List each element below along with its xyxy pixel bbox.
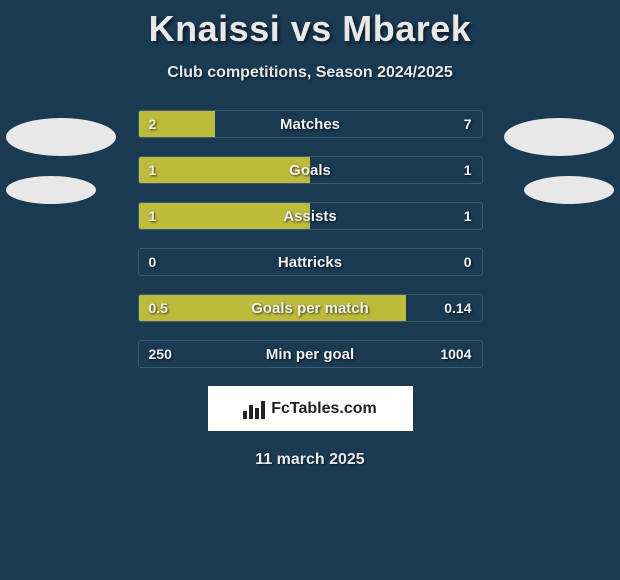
fctables-logo: FcTables.com bbox=[208, 386, 413, 431]
stat-label: Hattricks bbox=[139, 249, 482, 275]
stat-value-right: 1 bbox=[454, 203, 482, 229]
stat-value-right: 1004 bbox=[430, 341, 481, 367]
stat-row: 0.50.14Goals per match bbox=[138, 294, 483, 322]
stat-row: 11Assists bbox=[138, 202, 483, 230]
stat-value-right: 0 bbox=[454, 249, 482, 275]
player-ellipse-icon bbox=[504, 118, 614, 156]
stat-value-left: 0 bbox=[139, 249, 167, 275]
player-ellipse-icon bbox=[524, 176, 614, 204]
player-ellipse-icon bbox=[6, 176, 96, 204]
stat-value-left: 2 bbox=[139, 111, 167, 137]
logo-text: FcTables.com bbox=[271, 400, 377, 418]
stat-value-right: 7 bbox=[454, 111, 482, 137]
stat-row: 0 0Hattricks bbox=[138, 248, 483, 276]
comparison-subtitle: Club competitions, Season 2024/2025 bbox=[0, 64, 620, 82]
stat-row: 27Matches bbox=[138, 110, 483, 138]
player-ellipse-icon bbox=[6, 118, 116, 156]
chart-icon bbox=[243, 399, 265, 419]
stat-row: 2501004Min per goal bbox=[138, 340, 483, 368]
stat-row: 11Goals bbox=[138, 156, 483, 184]
comparison-date: 11 march 2025 bbox=[0, 451, 620, 469]
stat-value-right: 1 bbox=[454, 157, 482, 183]
stat-value-left: 0.5 bbox=[139, 295, 178, 321]
stat-value-right: 0.14 bbox=[434, 295, 481, 321]
stat-value-left: 250 bbox=[139, 341, 182, 367]
stat-fill-left bbox=[139, 295, 407, 321]
stat-value-left: 1 bbox=[139, 157, 167, 183]
comparison-title: Knaissi vs Mbarek bbox=[0, 0, 620, 50]
stat-value-left: 1 bbox=[139, 203, 167, 229]
